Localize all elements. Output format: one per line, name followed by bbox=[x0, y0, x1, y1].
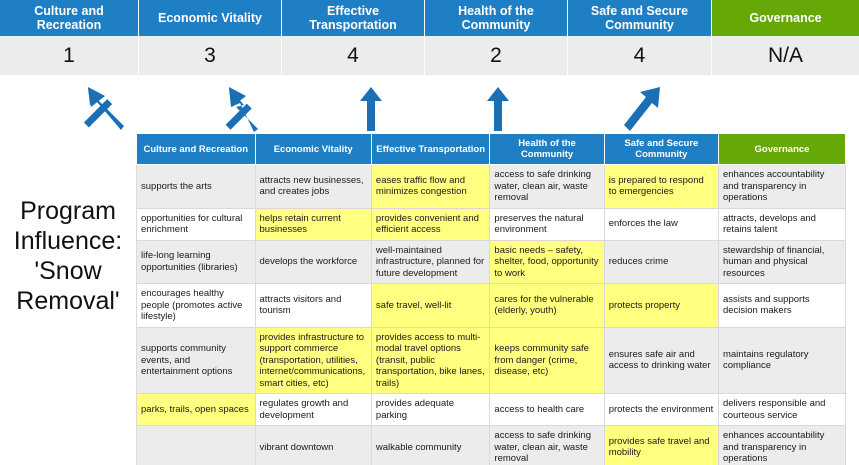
arrow-economic-vitality bbox=[225, 87, 258, 132]
matrix-cell: encourages healthy people (promotes acti… bbox=[136, 283, 256, 328]
matrix-column-header: Economic Vitality bbox=[254, 133, 372, 165]
matrix-row: vibrant downtown walkable community access… bbox=[136, 425, 847, 465]
matrix-column-header: Governance bbox=[717, 133, 847, 165]
matrix-cell: walkable community bbox=[370, 425, 491, 465]
matrix-cell: stewardship of financial, human and phys… bbox=[717, 239, 847, 284]
matrix-cell: develops the workforce bbox=[254, 239, 372, 284]
matrix-cell: attracts new businesses, and creates job… bbox=[254, 164, 372, 209]
scorecard-column-0: Culture and Recreation 1 bbox=[0, 0, 139, 75]
matrix-cell: preserves the natural environment bbox=[489, 207, 605, 241]
matrix-cell: vibrant downtown bbox=[254, 425, 372, 465]
matrix-cell: life-long learning opportunities (librar… bbox=[136, 239, 256, 284]
matrix-cell: attracts visitors and tourism bbox=[254, 283, 372, 328]
matrix-cell bbox=[136, 425, 256, 465]
matrix-cell: ensures safe air and access to drinking … bbox=[603, 326, 719, 394]
matrix-cell-highlighted: is prepared to respond to emergencies bbox=[603, 164, 719, 209]
scorecard-score-value: 2 bbox=[425, 36, 568, 75]
matrix-cell: supports the arts bbox=[136, 164, 256, 209]
matrix-cell: opportunities for cultural enrichment bbox=[136, 207, 256, 241]
matrix-row: encourages healthy people (promotes acti… bbox=[136, 283, 847, 328]
matrix-cell-highlighted: provides convenient and efficient access bbox=[370, 207, 491, 241]
matrix-header-row: Culture and Recreation Economic Vitality E… bbox=[136, 133, 847, 165]
scorecard-column-4: Safe and Secure Community 4 bbox=[568, 0, 712, 75]
matrix-column-header: Effective Transportation bbox=[370, 133, 491, 165]
scorecard-header-label: Safe and Secure Community bbox=[568, 0, 712, 36]
arrow-safe-and-secure-community bbox=[624, 87, 660, 131]
scorecard-score-value: 4 bbox=[568, 36, 712, 75]
scorecard-score-value: 1 bbox=[0, 36, 139, 75]
scorecard-bar: Culture and Recreation 1 Economic Vitality… bbox=[0, 0, 859, 75]
scorecard-header-label: Economic Vitality bbox=[139, 0, 282, 36]
arrow-group bbox=[0, 74, 859, 132]
arrow-effective-transportation bbox=[360, 87, 382, 131]
matrix-cell-highlighted: cares for the vulnerable (elderly, youth… bbox=[489, 283, 605, 328]
matrix-cell: access to safe drinking water, clean air… bbox=[489, 164, 605, 209]
matrix-cell-highlighted: protects property bbox=[603, 283, 719, 328]
arrow-health-of-the-community bbox=[487, 87, 509, 131]
scorecard-column-1: Economic Vitality 3 bbox=[139, 0, 282, 75]
scorecard-score-value: 4 bbox=[282, 36, 425, 75]
matrix-cell: enhances accountability and transparency… bbox=[717, 425, 847, 465]
scorecard-column-3: Health of the Community 2 bbox=[425, 0, 568, 75]
matrix-cell: enforces the law bbox=[603, 207, 719, 241]
matrix-column-header: Safe and Secure Community bbox=[603, 133, 719, 165]
matrix-column-header: Health of the Community bbox=[489, 133, 605, 165]
matrix-cell: access to safe drinking water, clean air… bbox=[489, 425, 605, 465]
matrix-cell-highlighted: eases traffic flow and minimizes congest… bbox=[370, 164, 491, 209]
scorecard-header-label: Governance bbox=[712, 0, 859, 36]
matrix-body: supports the arts attracts new businesses… bbox=[136, 164, 847, 465]
matrix-cell: assists and supports decision makers bbox=[717, 283, 847, 328]
matrix-row: life-long learning opportunities (librar… bbox=[136, 239, 847, 284]
scorecard-header-label: Culture and Recreation bbox=[0, 0, 139, 36]
scorecard-score-value: 3 bbox=[139, 36, 282, 75]
matrix-cell: protects the environment bbox=[603, 393, 719, 426]
matrix-cell-highlighted: helps retain current businesses bbox=[254, 207, 372, 241]
program-influence-caption: Program Influence: 'Snow Removal' bbox=[13, 197, 123, 315]
matrix-cell-highlighted: provides safe travel and mobility bbox=[603, 425, 719, 465]
matrix-cell: attracts, develops and retains talent bbox=[717, 207, 847, 241]
scorecard-column-2: Effective Transportation 4 bbox=[282, 0, 425, 75]
matrix-row: parks, trails, open spaces regulates grow… bbox=[136, 393, 847, 426]
matrix-column-header: Culture and Recreation bbox=[136, 133, 256, 165]
matrix-cell: maintains regulatory compliance bbox=[717, 326, 847, 394]
matrix-cell-highlighted: provides access to multi-modal travel op… bbox=[370, 326, 491, 394]
scorecard-score-value: N/A bbox=[712, 36, 859, 75]
matrix-cell-highlighted: basic needs – safety, shelter, food, opp… bbox=[489, 239, 605, 284]
matrix-row: supports community events, and entertain… bbox=[136, 326, 847, 394]
matrix-cell-highlighted: keeps community safe from danger (crime,… bbox=[489, 326, 605, 394]
matrix-cell-highlighted: safe travel, well-lit bbox=[370, 283, 491, 328]
matrix-cell: reduces crime bbox=[603, 239, 719, 284]
scorecard-header-label: Effective Transportation bbox=[282, 0, 425, 36]
influence-matrix: Culture and Recreation Economic Vitality E… bbox=[136, 133, 847, 465]
matrix-cell: well-maintained infrastructure, planned … bbox=[370, 239, 491, 284]
matrix-cell: access to health care bbox=[489, 393, 605, 426]
matrix-cell: regulates growth and development bbox=[254, 393, 372, 426]
matrix-cell: provides adequate parking bbox=[370, 393, 491, 426]
arrow-culture-and-recreation bbox=[83, 87, 124, 130]
matrix-cell-highlighted: provides infrastructure to support comme… bbox=[254, 326, 372, 394]
matrix-cell: supports community events, and entertain… bbox=[136, 326, 256, 394]
matrix-row: supports the arts attracts new businesses… bbox=[136, 164, 847, 209]
matrix-row: opportunities for cultural enrichment hel… bbox=[136, 207, 847, 241]
scorecard-column-5: Governance N/A bbox=[712, 0, 859, 75]
matrix-cell: delivers responsible and courteous servi… bbox=[717, 393, 847, 426]
matrix-cell-highlighted: parks, trails, open spaces bbox=[136, 393, 256, 426]
matrix-cell: enhances accountability and transparency… bbox=[717, 164, 847, 209]
scorecard-header-label: Health of the Community bbox=[425, 0, 568, 36]
